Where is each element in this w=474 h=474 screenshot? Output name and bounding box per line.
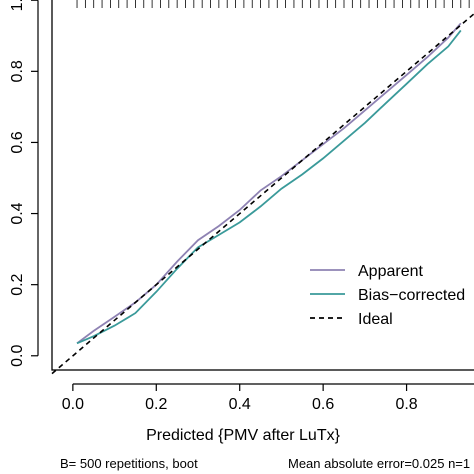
series-line xyxy=(76,29,462,345)
x-tick-label: 0.8 xyxy=(395,396,417,413)
series-layer xyxy=(51,12,474,375)
x-tick-label: 0.4 xyxy=(229,396,251,413)
series-line xyxy=(51,12,474,375)
x-axis-label: Predicted {PMV after LuTx} xyxy=(146,427,341,444)
y-tick-label: 1.0 xyxy=(9,0,26,11)
axes: 0.00.20.40.60.810.00.20.40.60.81.0 xyxy=(9,0,474,413)
y-tick-label: 0.2 xyxy=(9,273,26,295)
legend-label: Bias−corrected xyxy=(358,287,465,304)
y-tick-label: 0.0 xyxy=(9,345,26,367)
x-tick-label: 0.0 xyxy=(62,396,84,413)
legend-label: Apparent xyxy=(358,263,423,280)
y-tick-label: 0.6 xyxy=(9,131,26,153)
series-line xyxy=(76,22,462,345)
footer-left-text: B= 500 repetitions, boot xyxy=(60,456,198,471)
footer-right-text: Mean absolute error=0.025 n=1 xyxy=(288,456,470,471)
x-tick-label: 0.6 xyxy=(312,396,334,413)
x-tick-label: 0.2 xyxy=(145,396,167,413)
rug-marks xyxy=(76,0,470,8)
y-tick-label: 0.4 xyxy=(9,202,26,224)
y-tick-label: 0.8 xyxy=(9,60,26,82)
legend-label: Ideal xyxy=(358,311,393,328)
legend: Apparent Bias−corrected Ideal xyxy=(310,263,465,328)
plot-frame xyxy=(51,0,474,371)
